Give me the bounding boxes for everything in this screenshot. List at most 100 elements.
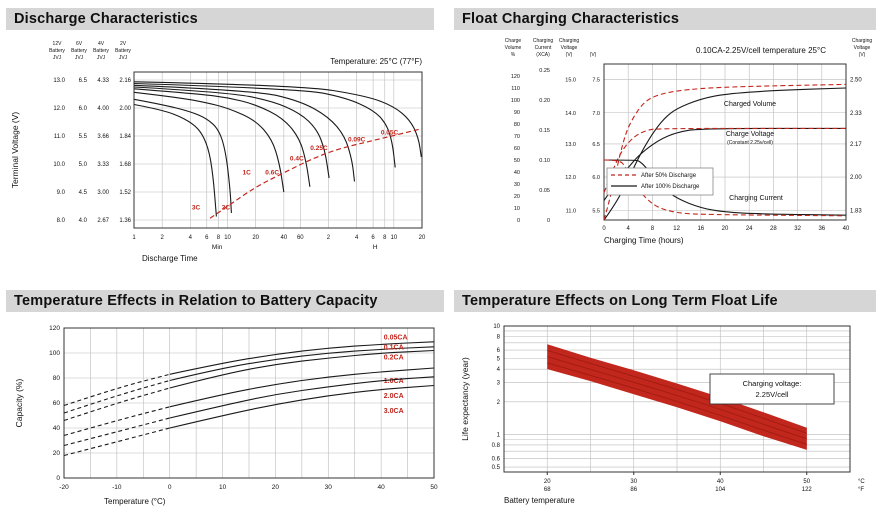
svg-text:Charge: Charge [505,38,522,44]
svg-text:110: 110 [511,86,520,92]
svg-text:10: 10 [493,324,500,330]
svg-text:8.0: 8.0 [57,218,66,224]
svg-text:-10: -10 [112,484,122,491]
svg-text:32: 32 [794,226,801,232]
section-header-temp-capacity: Temperature Effects in Relation to Batte… [6,290,444,312]
svg-text:20: 20 [514,194,520,200]
svg-text:40: 40 [378,484,386,491]
svg-text:4: 4 [627,226,631,232]
svg-text:0: 0 [602,226,606,232]
svg-text:20: 20 [272,484,280,491]
float-plot: 0 4 8 12 16 20 24 28 32 36 40 2.50 2.33 2.17 2.00 1.83 C… [505,38,873,245]
svg-text:6.5: 6.5 [592,142,600,148]
panel-float-charging: Float Charging Characteristics 0 4 8 12 16 20… [454,8,876,282]
band-streak [547,362,807,445]
section-header-float-life: Temperature Effects on Long Term Float L… [454,290,876,312]
float-life-chart: 1086543210.80.60.5206830864010450122°C°F… [460,324,865,505]
svg-text:70: 70 [514,134,520,140]
svg-text:5.5: 5.5 [592,208,600,214]
legend-item: After 100% Discharge [641,184,700,190]
svg-text:30: 30 [514,182,520,188]
legend-box [606,167,714,196]
temperature-note: Temperature: 25°C (77°F) [330,57,422,66]
svg-text:50: 50 [430,484,438,491]
svg-text:40: 40 [717,479,724,485]
rate-label-0.4C: 0.4C [290,156,304,163]
svg-text:1.83: 1.83 [850,208,862,214]
rate-label-3C: 3C [192,205,201,212]
band-streak [547,356,807,440]
svg-text:28: 28 [770,226,777,232]
svg-text:Battery temperature: Battery temperature [504,496,575,505]
svg-text:(V): (V) [859,52,866,58]
series-0.2CA [169,349,435,389]
svg-text:4: 4 [497,367,501,373]
svg-text:2: 2 [160,235,164,241]
svg-text:9.0: 9.0 [57,190,66,196]
legend-item: After 50% Discharge [641,173,697,179]
svg-text:100: 100 [49,350,60,357]
svg-text:7.0: 7.0 [592,111,600,117]
svg-text:5.5: 5.5 [79,134,88,140]
svg-text:JVJ: JVJ [53,55,62,61]
svg-text:0: 0 [517,218,520,224]
svg-text:3.00: 3.00 [97,190,109,196]
svg-text:6.0: 6.0 [79,106,88,112]
svg-text:8: 8 [497,335,501,341]
svg-text:0.25: 0.25 [539,68,550,74]
series-2.0CA-dashed [63,417,170,447]
section-header-float-charging: Float Charging Characteristics [454,8,876,30]
svg-text:4V: 4V [98,41,105,47]
svg-text:H: H [373,244,378,251]
svg-text:3.66: 3.66 [97,134,109,140]
panel-float-life: Temperature Effects on Long Term Float L… [454,290,876,520]
series-0.05CA [169,341,435,375]
series-0.4C [133,86,330,179]
svg-text:0.20: 0.20 [539,98,550,104]
svg-text:11.0: 11.0 [54,134,66,140]
callout-line-1: Charging voltage: [743,379,802,388]
svg-text:Charging: Charging [533,38,554,44]
svg-text:60: 60 [53,400,61,407]
series-3.0CA [169,384,435,429]
svg-text:40: 40 [53,425,61,432]
svg-text:2.00: 2.00 [119,106,131,112]
series-0.6C [133,88,311,187]
svg-text:11.0: 11.0 [566,208,576,214]
charged-volume-50 [603,83,847,221]
svg-text:6V: 6V [76,41,83,47]
rate-label-0.09C: 0.09C [348,136,366,143]
svg-text:Battery: Battery [49,48,65,54]
svg-text:80: 80 [514,122,520,128]
svg-text:20: 20 [722,226,729,232]
svg-text:Voltage: Voltage [854,45,871,51]
svg-text:4.00: 4.00 [97,106,109,112]
svg-text:4: 4 [355,235,359,241]
svg-text:6: 6 [205,235,209,241]
svg-text:10: 10 [514,206,520,212]
svg-text:JVJ: JVJ [119,55,128,61]
label-charging-current: Charging Current [729,195,783,202]
svg-text:Volume: Volume [505,45,522,51]
discharge-chart: 12VBatteryJVJ13.012.011.010.09.08.06VBat… [10,41,426,263]
svg-text:2.50: 2.50 [850,78,862,84]
svg-text:Charging Time (hours): Charging Time (hours) [604,236,684,245]
panel-discharge: Discharge Characteristics 12V Battery JVJ 1… [6,8,434,282]
svg-text:40: 40 [514,170,520,176]
svg-text:10: 10 [391,235,398,241]
svg-text:1: 1 [132,235,136,241]
series-0.05C [133,81,422,158]
svg-text:10: 10 [224,235,231,241]
svg-text:8: 8 [383,235,387,241]
svg-text:30: 30 [325,484,333,491]
svg-text:Current: Current [535,45,552,51]
svg-text:2.17: 2.17 [850,142,862,148]
temp-capacity-chart: 0 20 40 60 80 100 120 -20 -10 0 10 20 30 40 50 Capacity… [14,325,438,506]
section-title-temp-capacity: Temperature Effects in Relation to Batte… [14,293,378,309]
svg-text:68: 68 [544,487,551,493]
series-0.09C [133,82,396,168]
life-expectancy-band [547,344,807,450]
charging-voltage-callout [709,373,835,405]
svg-text:20: 20 [53,450,61,457]
svg-text:2: 2 [497,400,501,406]
